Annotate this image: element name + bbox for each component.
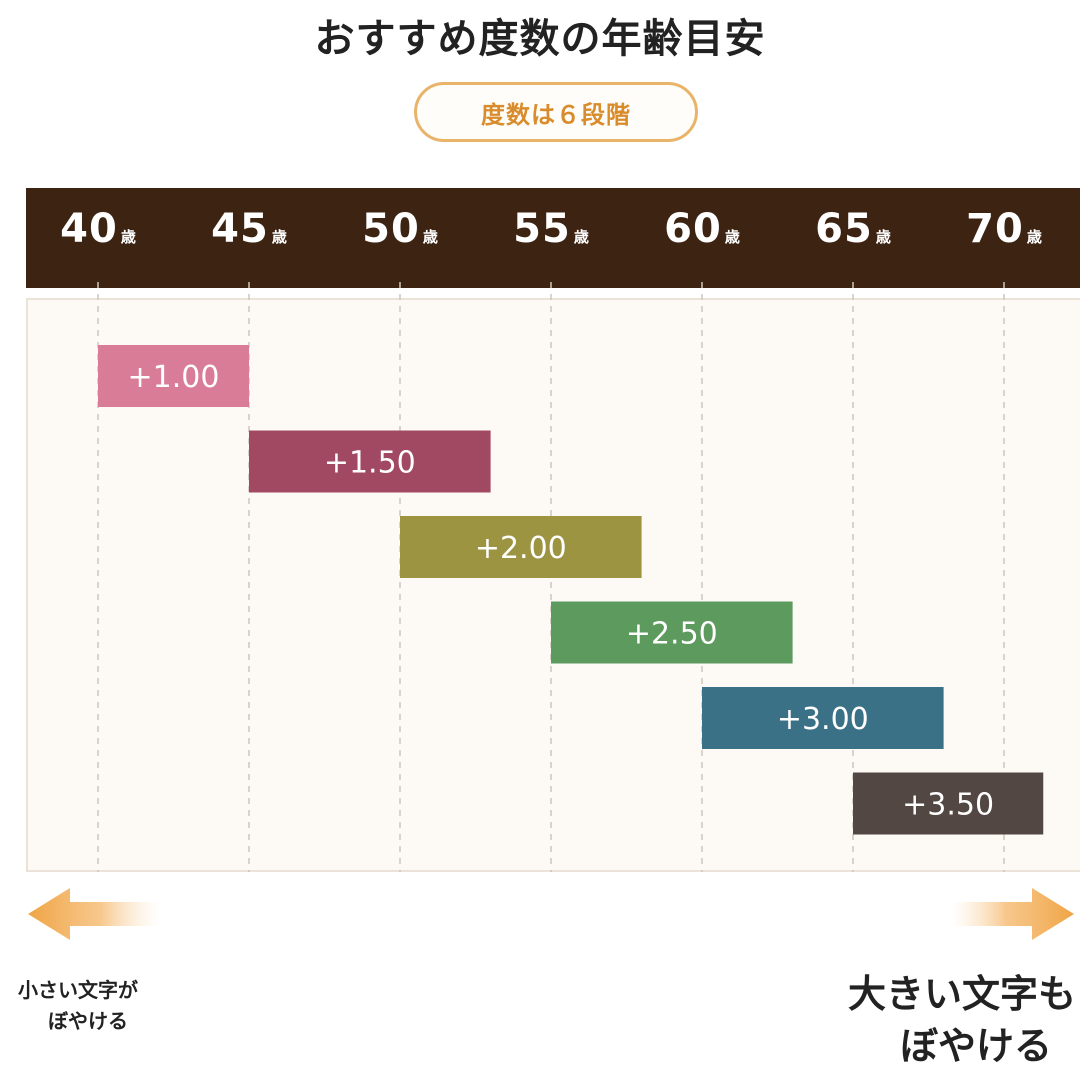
bar-plus-1-50 (249, 430, 491, 493)
arrow-right-icon (950, 888, 1074, 940)
tick-label-70: 70 歳 (966, 206, 1042, 252)
tick-unit: 歳 (724, 228, 740, 246)
bar-plus-2-00 (400, 516, 642, 578)
right-arrow-note: 大きい文字も ぼやける (848, 968, 1076, 1073)
bar-label: +1.50 (324, 446, 416, 481)
bar-plus-2-50 (551, 601, 793, 664)
left-arrow-note: 小さい文字が ぼやける (18, 975, 138, 1037)
tick-number: 65 (815, 206, 873, 252)
tick-number: 55 (513, 206, 571, 252)
tick-label-60: 60 歳 (664, 206, 740, 252)
tick-number: 50 (362, 206, 420, 252)
tick-number: 70 (966, 206, 1024, 252)
tick-label-50: 50 歳 (362, 206, 438, 252)
tick-unit: 歳 (875, 228, 891, 246)
bar-label: +3.50 (902, 788, 994, 823)
left-note-line: ぼやける (48, 1009, 128, 1033)
arrow-left-icon (28, 888, 160, 940)
right-note-line: 大きい文字も (847, 972, 1076, 1016)
bar-label: +1.00 (128, 360, 220, 395)
tick-unit: 歳 (120, 228, 136, 246)
tick-unit: 歳 (422, 228, 438, 246)
page-title: おすすめ度数の年齢目安 (314, 16, 766, 62)
bars-layer: +1.00 +1.50 +2.00 +2.50 +3.00 +3.50 (98, 345, 1044, 835)
age-axis-header: 40 歳 45 歳 50 歳 55 歳 60 歳 65 歳 70 歳 (26, 188, 1080, 288)
left-note-line: 小さい文字が (18, 978, 138, 1002)
tick-unit: 歳 (271, 228, 287, 246)
tick-number: 45 (211, 206, 269, 252)
right-note-line: ぼやける (899, 1024, 1052, 1069)
bar-label: +2.00 (475, 531, 567, 566)
tick-label-55: 55 歳 (513, 206, 589, 252)
badge-label: 度数は６段階 (481, 100, 631, 129)
tick-label-45: 45 歳 (211, 206, 287, 252)
bar-plus-3-00 (702, 687, 944, 749)
bar-label: +2.50 (626, 617, 718, 652)
tick-label-65: 65 歳 (815, 206, 891, 252)
bar-plus-1-00 (98, 345, 249, 407)
bar-label: +3.00 (777, 702, 869, 737)
bar-plus-3-50 (853, 772, 1044, 835)
tick-unit: 歳 (1026, 228, 1042, 246)
tick-label-40: 40 歳 (60, 206, 136, 252)
tick-unit: 歳 (573, 228, 589, 246)
tick-number: 60 (664, 206, 722, 252)
tick-number: 40 (60, 206, 118, 252)
badge: 度数は６段階 (414, 82, 698, 142)
